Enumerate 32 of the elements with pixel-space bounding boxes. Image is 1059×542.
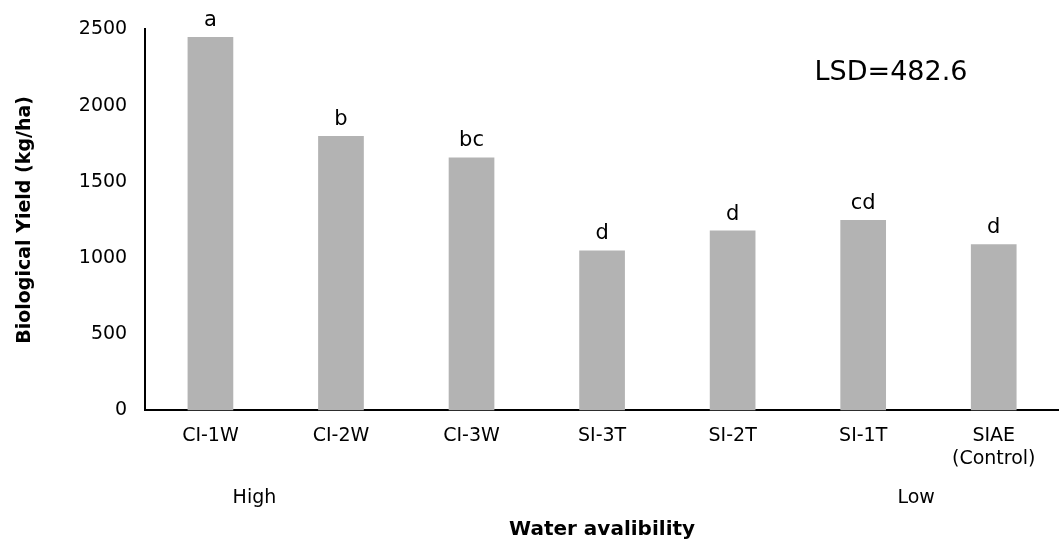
bar <box>187 37 234 411</box>
x-tick-label: SI-3T <box>577 422 627 445</box>
data-label: bc <box>459 127 484 152</box>
bar <box>579 250 625 411</box>
bar <box>318 136 364 411</box>
x-axis-title: Water avalibility <box>509 516 696 541</box>
x-tick-label: SI-2T <box>708 422 758 445</box>
data-label: a <box>203 6 217 31</box>
y-tick-label: 2500 <box>78 16 128 39</box>
annotation: LSD=482.6 <box>814 55 968 87</box>
bar <box>709 230 756 411</box>
x-tick-label: CI-2W <box>312 422 370 445</box>
x-tick-label: SI-1T <box>839 422 888 445</box>
x-tick-label: CI-1W <box>182 422 239 445</box>
data-label: b <box>334 106 348 131</box>
x-tick-label: SIAE (Control) <box>951 422 1036 468</box>
data-label: d <box>595 220 609 245</box>
y-tick-label: 2000 <box>78 92 128 115</box>
text: Low <box>897 484 935 507</box>
y-tick-label: 0 <box>115 397 128 420</box>
data-label: cd <box>850 189 876 214</box>
y-tick-label: 1000 <box>78 244 128 267</box>
y-tick-label: 1500 <box>78 168 128 191</box>
y-axis-title: Biological Yield (kg/ha) <box>12 96 35 344</box>
bar <box>448 157 495 411</box>
y-tick-label: 500 <box>90 321 128 344</box>
x-tick-label: CI-3W <box>443 422 501 445</box>
bar <box>840 219 887 411</box>
bar <box>970 244 1017 411</box>
data-label: d <box>987 214 1001 239</box>
text: High <box>232 484 277 507</box>
data-label: d <box>725 200 740 225</box>
